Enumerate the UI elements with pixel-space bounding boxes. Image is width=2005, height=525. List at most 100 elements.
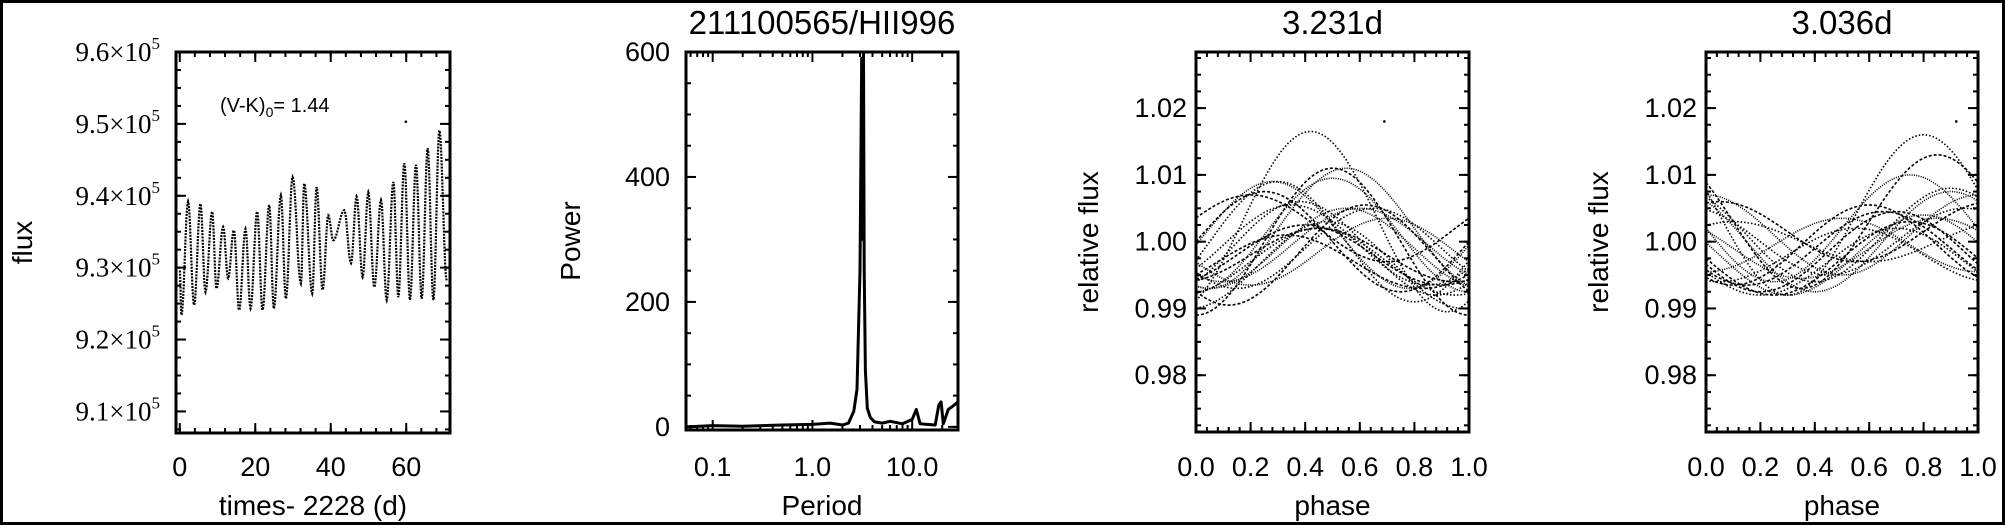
x-tick-label: 40: [316, 452, 346, 482]
y-tick-label: 9.1×105: [76, 393, 160, 426]
phase-cycle-curve: [1706, 190, 1978, 293]
x-tick-label: 1.0: [794, 452, 832, 482]
phase-cycle-curve: [1196, 167, 1469, 316]
y-tick-exponent: 5: [152, 106, 161, 125]
phase-cycle-curve: [1196, 234, 1469, 290]
phase-cycle-curve: [1196, 207, 1469, 290]
y-axis-title: flux: [7, 221, 38, 265]
y-axis-title: relative flux: [1073, 171, 1104, 313]
y-tick-mantissa: 9.4×10: [76, 181, 152, 211]
y-tick-mantissa: 9.2×10: [76, 325, 152, 355]
x-tick-label: 1.0: [1959, 452, 1997, 482]
phase-cycle-curve: [1196, 207, 1469, 283]
x-tick-label: 1.0: [1450, 452, 1488, 482]
y-tick-label: 1.02: [1644, 93, 1697, 123]
phase-cycle-curve: [1706, 207, 1978, 276]
y-tick-exponent: 5: [152, 34, 161, 53]
phase-cycle-curve: [1706, 227, 1978, 296]
axes-frame: [684, 50, 960, 432]
y-tick-label: 9.4×105: [76, 178, 160, 211]
light-curve-series: [178, 130, 448, 316]
vk-color-annotation: (V-K)0= 1.44: [220, 95, 330, 120]
x-axis-title: times- 2228 (d): [219, 490, 407, 521]
outlier-point: [1383, 120, 1386, 123]
x-tick-label: 0: [172, 452, 187, 482]
phase-cycle-curve: [1196, 204, 1469, 306]
phase-cycle-curve: [1196, 217, 1469, 286]
periodogram-line: [686, 52, 958, 429]
x-tick-label: 0.6: [1341, 452, 1379, 482]
x-tick-label: 0.2: [1742, 452, 1780, 482]
x-tick-label: 0.8: [1396, 452, 1434, 482]
y-tick-label: 200: [625, 287, 670, 317]
phase-cycle-curve: [1706, 217, 1978, 273]
y-axis-title: relative flux: [1583, 171, 1614, 313]
plot-area: [686, 52, 958, 429]
phase-cycle-curve: [1196, 180, 1469, 303]
y-tick-label: 1.00: [1134, 227, 1187, 257]
outlier-point: [404, 120, 408, 124]
x-axis-title: phase: [1804, 490, 1880, 521]
panel-4: 0.0 0.2 0.4 0.6 0.8 1.0 0.98 0.99 1.00 1.01 1.02 ph…: [1583, 4, 1997, 521]
y-tick-label: 9.2×105: [76, 322, 160, 355]
phase-cycle-curve: [1706, 187, 1978, 283]
phase-cycle-curve: [1706, 220, 1978, 263]
y-axis-title: Power: [555, 201, 586, 280]
phase-cycle-curve: [1706, 210, 1978, 293]
x-tick-label: 0.0: [1177, 452, 1215, 482]
y-tick-mantissa: 9.1×10: [76, 396, 152, 426]
x-tick-label: 60: [391, 452, 421, 482]
annotation-subscript: 0: [266, 104, 274, 120]
phase-cycle-curve: [1196, 220, 1469, 310]
panel-3: 0.0 0.2 0.4 0.6 0.8 1.0 0.98 0.99 1.00 1.01 1.02 ph…: [1073, 4, 1488, 521]
x-tick-label: 0.0: [1687, 452, 1725, 482]
phase-cycle-curve: [1196, 207, 1469, 290]
panel-2: 0.1 1.0 10.0 0 200 400 600 Period Power 211100565…: [555, 4, 960, 521]
axes-frame: [174, 50, 452, 435]
x-axis-title: Period: [782, 490, 863, 521]
y-tick-label: 9.3×105: [76, 250, 160, 283]
phase-cycle-curve: [1706, 200, 1978, 263]
panel-title: 211100565/HII996: [689, 4, 956, 41]
y-tick-label: 1.01: [1134, 160, 1187, 190]
annotation-main: (V-K): [220, 95, 266, 117]
y-tick-label: 0: [655, 412, 670, 442]
annotation-value: = 1.44: [273, 95, 329, 117]
y-tick-exponent: 5: [152, 250, 161, 269]
y-tick-label: 1.01: [1644, 160, 1697, 190]
y-tick-exponent: 5: [152, 178, 161, 197]
y-tick-label: 0.99: [1134, 293, 1187, 323]
x-tick-label: 0.1: [694, 452, 732, 482]
x-axis-title: phase: [1294, 490, 1370, 521]
y-tick-mantissa: 9.6×10: [76, 37, 152, 67]
y-tick-exponent: 5: [152, 322, 161, 341]
phase-cycle-curve: [1196, 194, 1469, 263]
x-tick-label: 20: [240, 452, 270, 482]
phase-cycle-curve: [1196, 190, 1469, 293]
y-tick-label: 400: [625, 162, 670, 192]
y-tick-label: 9.6×105: [76, 34, 160, 67]
phase-cycle-curve: [1706, 220, 1978, 296]
y-tick-label: 0.99: [1644, 293, 1697, 323]
y-tick-label: 9.5×105: [76, 106, 160, 139]
phase-cycle-curve: [1706, 204, 1978, 286]
y-tick-label: 1.02: [1134, 93, 1187, 123]
plot-area: [1706, 120, 1978, 296]
x-tick-label: 10.0: [886, 452, 939, 482]
x-tick-label: 0.4: [1796, 452, 1834, 482]
y-tick-label: 0.98: [1644, 360, 1697, 390]
outlier-point: [1954, 120, 1958, 123]
panel-1: (V-K)0= 1.440 20 40 609.1×1059.2×1059.3×105…: [7, 34, 452, 521]
x-tick-label: 0.8: [1905, 452, 1943, 482]
panel-title: 3.231d: [1282, 4, 1383, 41]
y-tick-mantissa: 9.5×10: [76, 109, 152, 139]
phase-cycle-curve: [1196, 224, 1469, 286]
plot-area: [1196, 120, 1469, 316]
y-tick-label: 600: [625, 37, 670, 67]
y-tick-label: 1.00: [1644, 227, 1697, 257]
y-tick-mantissa: 9.3×10: [76, 253, 152, 283]
phase-cycle-curve: [1196, 227, 1469, 283]
x-tick-label: 0.4: [1286, 452, 1324, 482]
